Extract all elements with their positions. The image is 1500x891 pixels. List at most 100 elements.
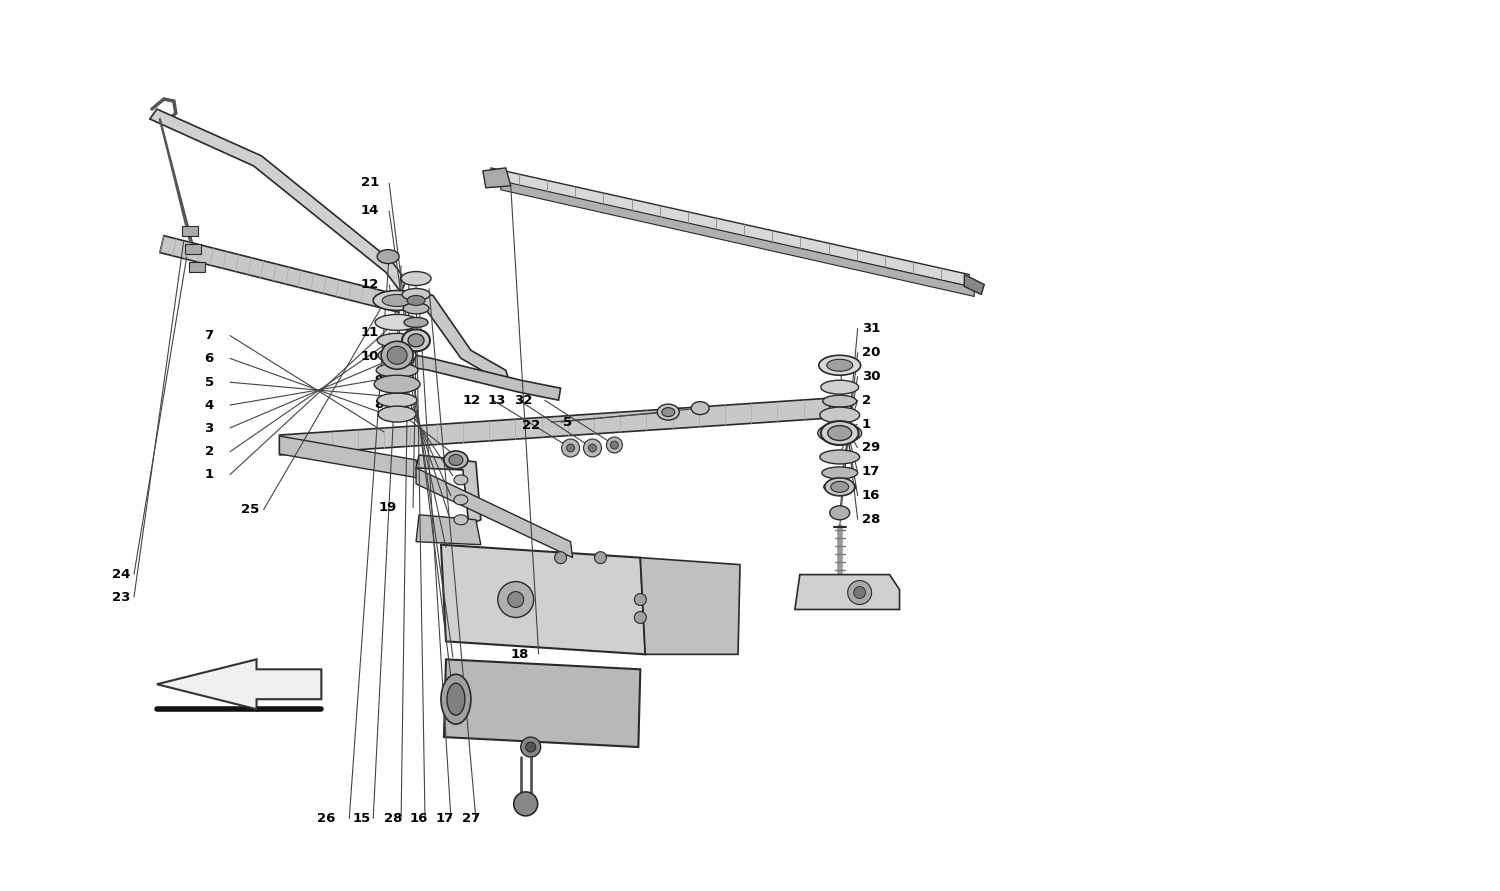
Polygon shape: [444, 659, 640, 747]
Ellipse shape: [454, 515, 468, 525]
Text: 4: 4: [204, 398, 213, 412]
Circle shape: [584, 439, 602, 457]
Ellipse shape: [454, 475, 468, 485]
Text: 1: 1: [861, 418, 871, 430]
Ellipse shape: [828, 426, 852, 440]
Text: 30: 30: [861, 370, 880, 383]
Text: 16: 16: [861, 489, 880, 503]
Ellipse shape: [400, 272, 430, 285]
Ellipse shape: [821, 380, 858, 394]
Text: 10: 10: [362, 350, 380, 363]
Circle shape: [520, 737, 540, 757]
Polygon shape: [182, 225, 198, 235]
Circle shape: [498, 582, 534, 617]
Text: 18: 18: [510, 648, 528, 661]
Ellipse shape: [448, 454, 464, 465]
Ellipse shape: [657, 405, 680, 420]
Text: 12: 12: [362, 278, 380, 291]
Text: 16: 16: [410, 813, 428, 825]
Polygon shape: [501, 181, 975, 297]
Ellipse shape: [404, 303, 429, 314]
Ellipse shape: [819, 356, 861, 375]
Polygon shape: [189, 262, 206, 272]
Ellipse shape: [825, 478, 855, 496]
Text: 23: 23: [111, 591, 130, 604]
Polygon shape: [411, 290, 510, 385]
Ellipse shape: [376, 249, 399, 264]
Polygon shape: [795, 575, 900, 609]
Ellipse shape: [821, 407, 860, 423]
Ellipse shape: [692, 402, 709, 414]
Text: 19: 19: [380, 502, 398, 514]
Text: 28: 28: [861, 513, 880, 527]
Text: 6: 6: [204, 352, 213, 364]
Polygon shape: [416, 515, 482, 544]
Text: 17: 17: [861, 465, 880, 478]
Text: 7: 7: [204, 329, 213, 342]
Text: 31: 31: [861, 322, 880, 335]
Polygon shape: [964, 274, 984, 294]
Ellipse shape: [447, 683, 465, 715]
Ellipse shape: [831, 481, 849, 493]
Ellipse shape: [382, 294, 412, 307]
Text: 22: 22: [522, 419, 540, 431]
Text: 1: 1: [204, 469, 213, 481]
Ellipse shape: [374, 375, 420, 393]
Text: 17: 17: [436, 813, 454, 825]
Polygon shape: [279, 436, 418, 478]
Ellipse shape: [402, 330, 430, 351]
Circle shape: [561, 439, 579, 457]
Circle shape: [606, 437, 622, 453]
Polygon shape: [416, 455, 482, 525]
Circle shape: [847, 581, 871, 604]
Polygon shape: [158, 659, 321, 709]
Text: 8: 8: [374, 397, 382, 411]
Text: 28: 28: [384, 813, 402, 825]
Ellipse shape: [374, 290, 422, 310]
Ellipse shape: [821, 450, 860, 464]
Ellipse shape: [444, 451, 468, 469]
Polygon shape: [416, 468, 573, 558]
Ellipse shape: [821, 421, 858, 445]
Circle shape: [594, 552, 606, 564]
Circle shape: [853, 586, 865, 599]
Polygon shape: [411, 356, 561, 400]
Ellipse shape: [408, 334, 424, 347]
Ellipse shape: [376, 364, 419, 377]
Circle shape: [610, 441, 618, 449]
Text: 27: 27: [462, 813, 480, 825]
Ellipse shape: [830, 506, 849, 519]
Ellipse shape: [454, 455, 468, 465]
Text: 3: 3: [204, 421, 213, 435]
Text: 11: 11: [362, 326, 380, 339]
Ellipse shape: [824, 481, 855, 493]
Text: 24: 24: [111, 568, 130, 581]
Text: 6: 6: [562, 440, 572, 454]
Ellipse shape: [375, 315, 419, 331]
Ellipse shape: [406, 296, 424, 306]
Polygon shape: [160, 235, 401, 313]
Polygon shape: [640, 558, 740, 654]
Text: 9: 9: [374, 373, 382, 387]
Circle shape: [634, 593, 646, 606]
Text: 29: 29: [861, 442, 880, 454]
Ellipse shape: [818, 423, 861, 443]
Ellipse shape: [827, 359, 852, 372]
Polygon shape: [150, 109, 406, 292]
Text: 5: 5: [562, 415, 572, 429]
Ellipse shape: [441, 674, 471, 724]
Ellipse shape: [378, 347, 416, 364]
Polygon shape: [186, 243, 201, 254]
Text: 15: 15: [352, 813, 370, 825]
Ellipse shape: [376, 333, 417, 347]
Text: 12: 12: [462, 394, 482, 406]
Text: 2: 2: [861, 394, 871, 406]
Circle shape: [513, 792, 537, 816]
Polygon shape: [279, 398, 830, 455]
Circle shape: [555, 552, 567, 564]
Text: 21: 21: [362, 176, 380, 189]
Ellipse shape: [402, 289, 430, 300]
Text: 2: 2: [204, 446, 213, 459]
Circle shape: [525, 742, 536, 752]
Ellipse shape: [404, 317, 427, 327]
